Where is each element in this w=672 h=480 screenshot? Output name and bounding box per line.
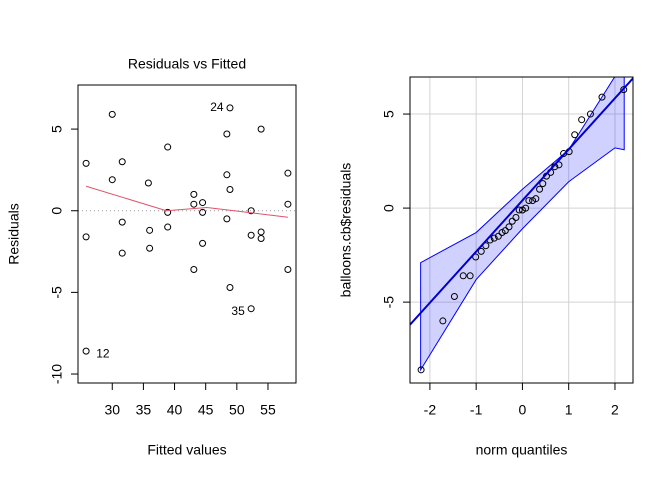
x-tick-label: 2 <box>611 402 619 418</box>
point <box>164 143 172 151</box>
point <box>477 247 485 255</box>
point <box>472 253 480 261</box>
point <box>450 292 458 300</box>
y-tick-label: -5 <box>49 286 65 299</box>
point <box>226 186 234 194</box>
point <box>146 244 154 252</box>
point <box>512 213 520 221</box>
x-tick-label: 50 <box>229 402 245 418</box>
point <box>598 93 606 101</box>
point <box>494 232 502 240</box>
x-tick-label: 0 <box>519 402 527 418</box>
point <box>284 266 292 274</box>
point <box>522 204 530 212</box>
x-tick-label: 30 <box>104 402 120 418</box>
point <box>505 223 513 231</box>
point <box>501 227 509 235</box>
point <box>108 176 116 184</box>
y-axis-label: balloons.cb$residuals <box>338 163 354 298</box>
y-tick-label: 5 <box>381 110 397 118</box>
point <box>190 190 198 198</box>
point <box>482 242 490 250</box>
x-axis-label: Fitted values <box>147 442 226 458</box>
point <box>226 283 234 291</box>
point <box>586 110 594 118</box>
point <box>199 239 207 247</box>
point <box>490 234 498 242</box>
point <box>82 159 90 167</box>
point <box>620 86 628 94</box>
point <box>247 305 255 313</box>
point <box>146 226 154 234</box>
point <box>190 200 198 208</box>
fit-line <box>410 77 633 326</box>
point <box>223 215 231 223</box>
point <box>257 125 265 133</box>
x-tick-label: 45 <box>198 402 214 418</box>
point <box>223 171 231 179</box>
point <box>118 158 126 166</box>
point <box>515 206 523 214</box>
point <box>223 130 231 138</box>
plot-area <box>410 77 633 383</box>
fit-line <box>85 185 288 218</box>
point <box>466 272 474 280</box>
point <box>284 169 292 177</box>
point <box>164 208 172 216</box>
point <box>439 317 447 325</box>
point <box>247 231 255 239</box>
x-tick-label: 55 <box>260 402 276 418</box>
x-axis-label: norm quantiles <box>476 442 568 458</box>
plot-area <box>78 104 296 355</box>
confidence-band <box>420 77 625 372</box>
point <box>578 116 586 124</box>
chart-title: Residuals vs Fitted <box>128 56 246 72</box>
point <box>199 208 207 216</box>
point <box>532 195 540 203</box>
point-label: 24 <box>210 100 224 114</box>
point <box>536 185 544 193</box>
point <box>190 266 198 274</box>
y-tick-label: -10 <box>49 364 65 384</box>
point <box>508 217 516 225</box>
point <box>247 207 255 215</box>
x-tick-label: 35 <box>136 402 152 418</box>
x-tick-label: -1 <box>470 402 483 418</box>
point <box>82 347 90 355</box>
point <box>164 223 172 231</box>
point <box>118 218 126 226</box>
point <box>459 272 467 280</box>
point <box>199 199 207 207</box>
point <box>144 179 152 187</box>
point <box>284 200 292 208</box>
point <box>417 366 425 374</box>
point <box>257 234 265 242</box>
y-tick-label: 0 <box>381 204 397 212</box>
y-axis-label: Residuals <box>6 203 22 264</box>
point-label: 12 <box>96 347 110 361</box>
point <box>525 197 533 205</box>
y-tick-label: 0 <box>49 207 65 215</box>
y-tick-label: -5 <box>381 296 397 309</box>
point-label: 35 <box>231 304 245 318</box>
point <box>571 131 579 139</box>
x-tick-label: 1 <box>565 402 573 418</box>
point <box>108 110 116 118</box>
point <box>226 104 234 112</box>
point <box>82 233 90 241</box>
point <box>539 180 547 188</box>
x-tick-label: -2 <box>424 402 437 418</box>
x-tick-label: 40 <box>167 402 183 418</box>
point <box>118 249 126 257</box>
y-tick-label: 5 <box>49 125 65 133</box>
point <box>257 228 265 236</box>
